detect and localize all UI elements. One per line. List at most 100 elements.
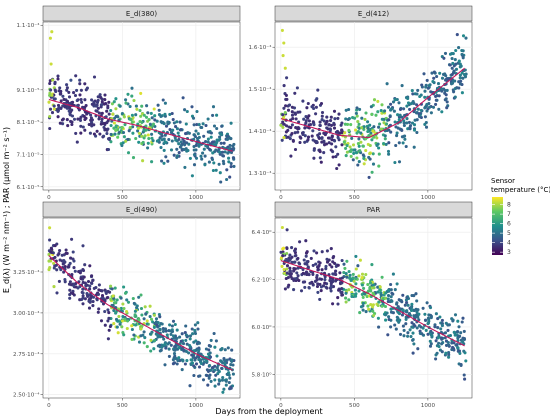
data-point: [430, 71, 434, 75]
data-point: [387, 317, 391, 322]
data-point: [116, 331, 120, 335]
data-point: [464, 359, 468, 363]
data-point: [360, 126, 364, 130]
data-point: [203, 154, 207, 158]
data-point: [293, 131, 297, 135]
data-point: [336, 302, 340, 306]
data-point: [222, 162, 226, 166]
data-point: [91, 304, 95, 308]
data-point: [113, 286, 117, 290]
data-point: [438, 71, 442, 75]
data-point: [444, 93, 448, 97]
data-point: [461, 34, 466, 38]
data-point: [327, 141, 331, 145]
data-point: [173, 322, 177, 327]
data-point: [188, 334, 193, 338]
data-point: [196, 340, 200, 344]
data-point: [453, 58, 457, 62]
data-point: [196, 327, 200, 331]
data-point: [390, 299, 394, 303]
x-tick-label: 1000: [421, 195, 436, 201]
data-point: [130, 324, 134, 328]
data-point: [196, 132, 200, 136]
data-point: [344, 108, 348, 112]
data-point: [376, 303, 380, 308]
data-point: [426, 332, 430, 336]
data-point: [119, 296, 123, 300]
data-point: [124, 98, 128, 102]
data-point: [209, 379, 213, 383]
data-point: [230, 358, 234, 362]
data-point: [364, 272, 368, 277]
data-point: [457, 349, 462, 353]
data-point: [167, 354, 171, 358]
data-point: [330, 265, 334, 269]
data-point: [404, 317, 408, 321]
data-point: [206, 130, 210, 134]
data-point: [64, 248, 68, 252]
data-point: [100, 293, 105, 298]
data-point: [440, 76, 445, 80]
data-point: [437, 94, 441, 98]
data-point: [50, 111, 55, 115]
data-point: [288, 137, 292, 141]
data-point: [284, 130, 288, 134]
data-point: [123, 291, 128, 295]
data-point: [48, 126, 52, 131]
data-point: [305, 106, 309, 110]
data-point: [332, 254, 336, 259]
data-point: [111, 294, 115, 298]
data-point: [173, 136, 177, 140]
data-point: [330, 138, 334, 142]
data-point: [138, 119, 142, 124]
data-point: [133, 313, 137, 317]
data-point: [340, 121, 344, 125]
data-point: [372, 98, 377, 102]
data-point: [140, 324, 144, 328]
data-point: [315, 278, 319, 282]
y-tick-label: 2.50·10⁻⁴: [13, 392, 40, 399]
data-point: [389, 307, 393, 311]
data-point: [440, 318, 444, 322]
data-point: [212, 331, 216, 336]
data-point: [89, 116, 93, 120]
data-point: [119, 306, 123, 310]
data-point: [78, 82, 82, 86]
data-point: [61, 104, 65, 108]
data-point: [456, 346, 460, 350]
data-point: [454, 48, 458, 53]
data-point: [461, 336, 465, 340]
data-point: [66, 124, 70, 128]
data-point: [199, 361, 203, 366]
data-point: [389, 282, 393, 287]
data-point: [58, 249, 62, 253]
data-point: [328, 263, 332, 267]
data-point: [225, 168, 229, 172]
data-point: [318, 156, 322, 160]
data-point: [231, 372, 235, 376]
data-point: [288, 253, 292, 257]
data-point: [221, 376, 225, 380]
data-point: [292, 269, 296, 273]
data-point: [49, 62, 53, 66]
data-point: [433, 325, 437, 329]
data-point: [354, 254, 358, 258]
data-point: [306, 135, 311, 139]
data-point: [134, 113, 138, 117]
data-point: [200, 157, 204, 161]
data-point: [223, 361, 227, 365]
data-point: [284, 93, 288, 97]
data-point: [345, 275, 349, 279]
data-point: [135, 306, 139, 310]
data-point: [349, 123, 353, 127]
data-point: [345, 143, 349, 148]
data-point: [158, 315, 162, 319]
data-point: [160, 159, 164, 163]
data-point: [219, 180, 223, 184]
data-point: [304, 270, 309, 274]
data-point: [157, 108, 161, 112]
data-point: [58, 86, 62, 90]
data-point: [454, 62, 458, 66]
data-point: [281, 113, 285, 117]
data-point: [442, 87, 446, 91]
